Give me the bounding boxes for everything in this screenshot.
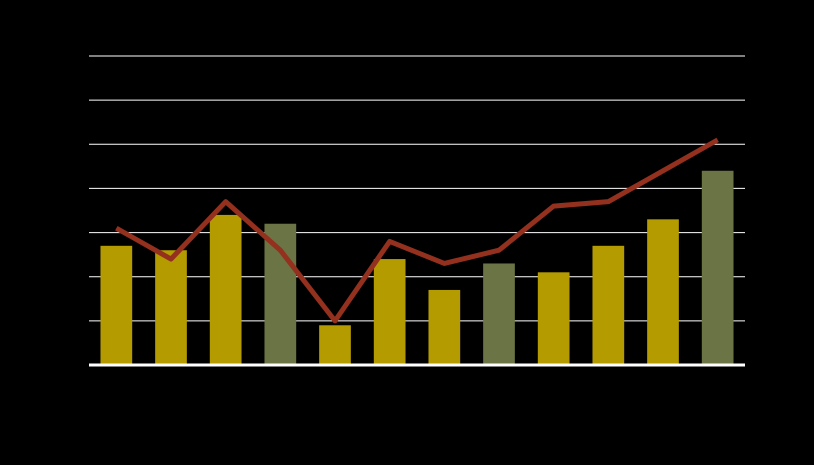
bar [647, 219, 679, 365]
bar [701, 170, 734, 365]
bar [264, 223, 297, 365]
bar [100, 245, 133, 365]
bar [537, 272, 570, 365]
bar [592, 245, 625, 365]
line [115, 137, 719, 324]
bar [209, 214, 242, 365]
bar [483, 263, 515, 365]
bar [319, 325, 351, 365]
bar [428, 289, 461, 365]
bar [155, 250, 187, 365]
bar [373, 259, 406, 365]
